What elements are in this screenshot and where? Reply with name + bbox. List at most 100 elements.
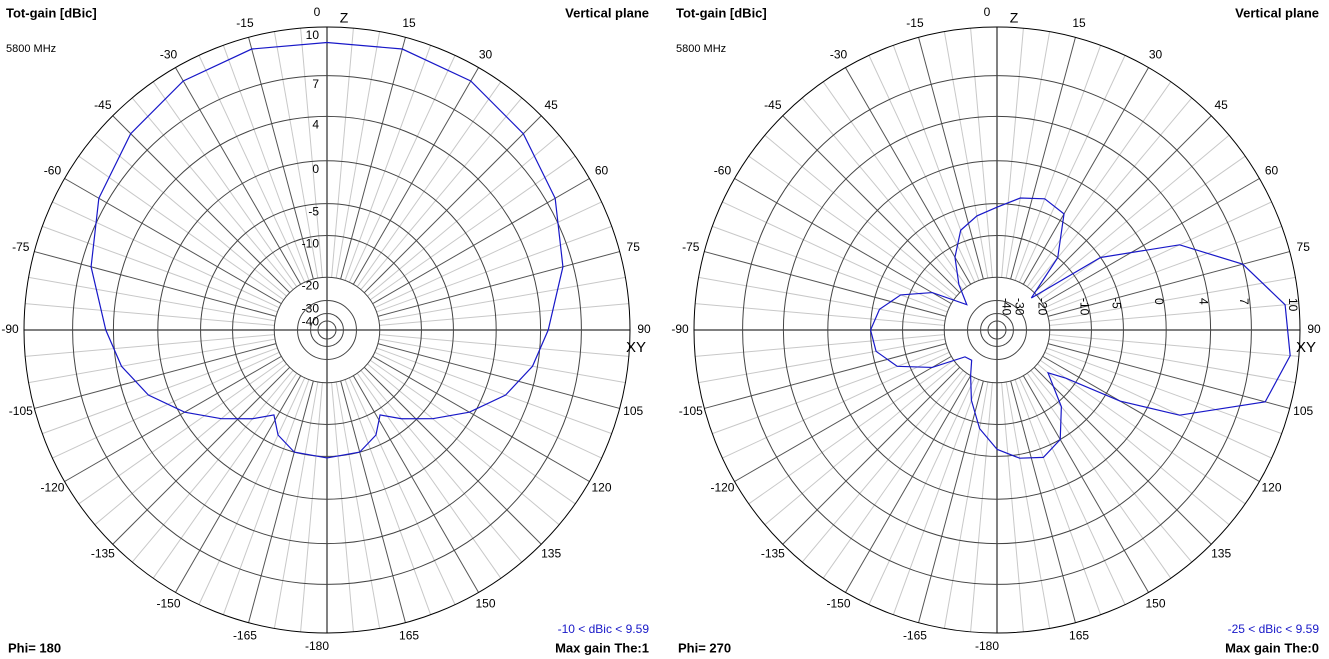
angle-label: 45 <box>1214 98 1228 112</box>
ring-label: 7 <box>312 77 319 91</box>
pattern-line <box>90 41 564 459</box>
ring <box>112 115 542 545</box>
angle-label: 0 <box>984 5 991 19</box>
angle-label: -30 <box>160 48 178 62</box>
angle-label: 30 <box>479 48 493 62</box>
title: Tot-gain [dBic] <box>6 5 97 20</box>
angle-label: 0 <box>314 5 321 19</box>
angle-label: -60 <box>714 164 732 178</box>
z-label: Z <box>1010 10 1019 26</box>
angle-label: 105 <box>623 404 643 418</box>
angle-label: -45 <box>764 98 782 112</box>
ring-label: 10 <box>306 28 320 42</box>
angle-label: 105 <box>1293 404 1313 418</box>
angle-label: -60 <box>44 164 62 178</box>
ring <box>782 115 1212 545</box>
ring-label: 7 <box>1237 298 1251 305</box>
ring-label: -5 <box>1109 298 1123 309</box>
ring-label: 0 <box>312 162 319 176</box>
angle-label: 90 <box>1307 322 1321 336</box>
angle-label: 75 <box>1297 240 1311 254</box>
ring <box>742 75 1252 585</box>
ring-label: 0 <box>1152 298 1166 305</box>
angle-label: -150 <box>826 597 850 611</box>
angle-label: -150 <box>156 597 180 611</box>
ring-label: 4 <box>1196 298 1210 305</box>
angle-label: -90 <box>671 322 689 336</box>
angle-label: -105 <box>9 404 33 418</box>
xy-label: XY <box>1296 339 1316 356</box>
angle-label: -120 <box>40 481 64 495</box>
angle-label: 15 <box>1072 16 1086 30</box>
angle-label: 75 <box>627 240 641 254</box>
phi-label: Phi= 180 <box>8 640 61 655</box>
ring <box>157 160 497 500</box>
center-circle <box>317 320 337 340</box>
ring-label: -5 <box>308 205 319 219</box>
ring-label: -10 <box>302 237 320 251</box>
angle-label: 60 <box>1265 164 1279 178</box>
angle-label: 120 <box>592 481 612 495</box>
ring <box>273 276 381 384</box>
angle-label: 165 <box>399 628 419 642</box>
angle-label: -105 <box>679 404 703 418</box>
angle-label: -30 <box>830 48 848 62</box>
angle-label: 60 <box>595 164 609 178</box>
range-label: -25 < dBic < 9.59 <box>1228 622 1320 636</box>
angle-label: 165 <box>1069 628 1089 642</box>
ring-label: 10 <box>1286 298 1300 312</box>
phi-label: Phi= 270 <box>678 640 731 655</box>
angle-label: 15 <box>402 16 416 30</box>
angle-label: -135 <box>761 546 785 560</box>
angle-label: 120 <box>1262 481 1282 495</box>
ring <box>23 26 631 634</box>
angle-label: 135 <box>541 546 561 560</box>
angle-label: -90 <box>1 322 19 336</box>
ring <box>297 300 357 360</box>
angle-label: -75 <box>682 240 700 254</box>
xy-label: XY <box>626 339 646 356</box>
angle-label: -180 <box>975 639 999 653</box>
frequency-label: 5800 MHz <box>6 43 56 55</box>
angle-label: -120 <box>710 481 734 495</box>
ring-label: -20 <box>302 278 320 292</box>
ring <box>232 235 422 425</box>
title: Tot-gain [dBic] <box>676 5 767 20</box>
z-label: Z <box>340 10 349 26</box>
angle-label: -135 <box>91 546 115 560</box>
polar-panel: 0 15 30 45 60 75 90 105 120 135 150 165 -180 -165 -150… <box>671 5 1321 655</box>
ring <box>967 300 1027 360</box>
ring-label: -10 <box>1077 298 1091 316</box>
angle-label: 150 <box>475 597 495 611</box>
ring <box>980 313 1014 347</box>
angle-label: 90 <box>637 322 651 336</box>
ring <box>200 203 454 457</box>
ring-label: -40 <box>999 298 1013 316</box>
polar-panel: 0153045607590105120135150165-180-165-150… <box>1 5 651 655</box>
ring-label: 4 <box>312 118 319 132</box>
angle-label: 45 <box>544 98 558 112</box>
center-circle <box>987 320 1007 340</box>
ring <box>902 235 1092 425</box>
range-label: -10 < dBic < 9.59 <box>558 622 650 636</box>
max-gain-label: Max gain The:0 <box>1225 640 1319 655</box>
angle-label: -15 <box>236 16 254 30</box>
ring <box>310 313 344 347</box>
angle-label: 30 <box>1149 48 1163 62</box>
pattern-line <box>869 197 1291 459</box>
angle-label: -75 <box>12 240 30 254</box>
ring-label: -40 <box>302 315 320 329</box>
angle-label: -45 <box>94 98 112 112</box>
angle-label: 150 <box>1145 597 1165 611</box>
plane-label: Vertical plane <box>1235 5 1319 20</box>
angle-label: -165 <box>233 628 257 642</box>
ring-label: -30 <box>302 302 320 316</box>
angle-label: 135 <box>1211 546 1231 560</box>
frequency-label: 5800 MHz <box>676 43 726 55</box>
angle-label: -165 <box>903 628 927 642</box>
angle-label: -180 <box>305 639 329 653</box>
max-gain-label: Max gain The:1 <box>555 640 649 655</box>
ring <box>827 160 1167 500</box>
ring-label: -20 <box>1036 298 1050 316</box>
